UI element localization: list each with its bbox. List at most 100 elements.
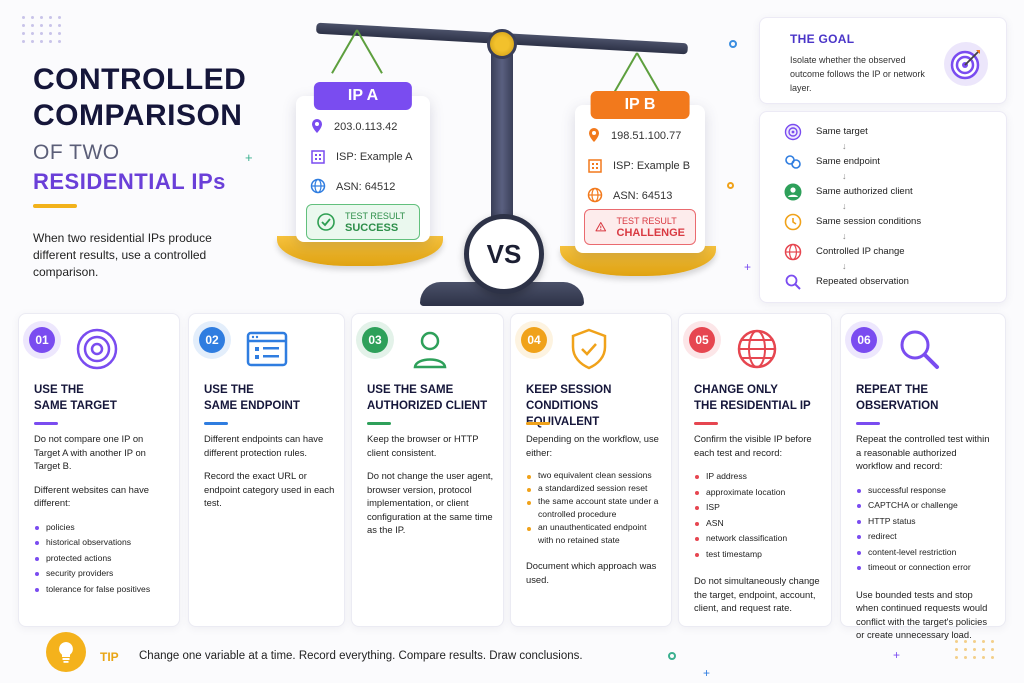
globe-icon xyxy=(784,243,802,261)
scale-string-right xyxy=(636,52,662,96)
step-paragraph: Document which approach was used. xyxy=(526,560,657,585)
checklist-item: Same endpoint xyxy=(784,153,1006,170)
decorative-dots xyxy=(22,16,62,43)
step-underline xyxy=(694,422,718,425)
building-icon xyxy=(310,148,326,167)
step-bullet: two equivalent clean sessions xyxy=(526,469,661,482)
ip-a-result-value: SUCCESS xyxy=(345,222,399,234)
step-title-line-2: CONDITIONS EQUIVALENT xyxy=(526,400,600,428)
search-icon xyxy=(784,273,802,291)
title-underline xyxy=(33,204,77,208)
step-title-line-1: USE THE xyxy=(204,384,254,396)
goal-text: Isolate whether the observed outcome fol… xyxy=(790,55,925,93)
checklist-arrow: ↓ xyxy=(842,201,847,211)
circle-decoration xyxy=(729,40,737,48)
warning-icon xyxy=(595,221,607,232)
checklist-item: Same session conditions xyxy=(784,213,1006,230)
ip-a-asn: ASN: 64512 xyxy=(336,181,396,193)
step-paragraph: Do not simultaneously change the target,… xyxy=(694,575,820,613)
ip-a-address-row: 203.0.113.42 xyxy=(310,112,412,142)
checklist-arrow: ↓ xyxy=(842,171,847,181)
ip-a-isp: ISP: Example A xyxy=(336,151,413,163)
vs-label: VS xyxy=(486,238,522,269)
ip-b-result: TEST RESULT CHALLENGE xyxy=(584,209,696,245)
step-bullet-list: two equivalent clean sessions a standardi… xyxy=(526,469,661,547)
checklist: Same target ↓ Same endpoint ↓ Same authorize… xyxy=(784,123,1006,290)
checklist-item-label: Controlled IP change xyxy=(816,246,905,257)
plus-decoration: + xyxy=(245,150,253,165)
step-bullet: tolerance for false positives xyxy=(34,582,169,598)
page-title-line-3: OF TWO xyxy=(33,141,120,164)
goal-panel: THE GOAL Isolate whether the observed ou… xyxy=(759,17,1007,104)
step-card-04: 04 KEEP SESSION CONDITIONS EQUIVALENT Depen… xyxy=(510,313,672,627)
step-bullet: timeout or connection error xyxy=(856,560,991,576)
step-title-line-1: CHANGE ONLY xyxy=(694,384,778,396)
ip-a-label: IP A xyxy=(313,82,413,110)
step-bullet: redirect xyxy=(856,529,991,545)
page-title-line-1: CONTROLLED xyxy=(33,63,247,96)
tip-label: TIP xyxy=(100,650,119,664)
step-paragraph: Record the exact URL or endpoint categor… xyxy=(204,470,335,508)
step-paragraph: Do not compare one IP on Target A with a… xyxy=(34,433,146,471)
page-title-line-2: COMPARISON xyxy=(33,99,243,132)
checklist-arrow: ↓ xyxy=(842,261,847,271)
step-card-03: 03 USE THE SAME AUTHORIZED CLIENT Keep the … xyxy=(351,313,504,627)
step-title: USE THE SAME AUTHORIZED CLIENT xyxy=(367,382,507,414)
search-icon xyxy=(896,326,942,372)
step-paragraph: Keep the browser or HTTP client consiste… xyxy=(367,433,479,458)
checklist-arrow: ↓ xyxy=(842,231,847,241)
location-pin-icon xyxy=(310,118,324,137)
link-icon xyxy=(784,153,802,171)
step-underline xyxy=(34,422,58,425)
globe-icon xyxy=(587,187,603,206)
step-body: Different endpoints can have different p… xyxy=(204,432,339,520)
page-title-line-4: RESIDENTIAL IPs xyxy=(33,169,226,194)
ip-a-card: IP A 203.0.113.42 ISP: Example A ASN: 64… xyxy=(296,82,430,242)
checklist-arrow: ↓ xyxy=(842,141,847,151)
scale-pivot xyxy=(487,29,517,59)
step-title-line-2: AUTHORIZED CLIENT xyxy=(367,400,488,412)
step-body: Keep the browser or HTTP client consiste… xyxy=(367,432,502,547)
step-title-line-2: SAME TARGET xyxy=(34,400,117,412)
browser-window-icon xyxy=(244,326,290,372)
ip-a-result: TEST RESULT SUCCESS xyxy=(306,204,420,240)
step-number: 02 xyxy=(199,327,225,353)
step-bullet: the same account state under a controlle… xyxy=(526,495,661,521)
ip-b-asn: ASN: 64513 xyxy=(613,190,673,202)
step-title-line-2: OBSERVATION xyxy=(856,400,939,412)
step-number: 06 xyxy=(851,327,877,353)
target-icon xyxy=(784,123,802,141)
step-paragraph: Confirm the visible IP before each test … xyxy=(694,433,812,458)
step-bullet: security providers xyxy=(34,566,169,582)
clock-icon xyxy=(784,213,802,231)
step-card-01: 01 USE THE SAME TARGET Do not compare one I… xyxy=(18,313,180,627)
step-bullet: network classification xyxy=(694,531,829,547)
ip-a-isp-row: ISP: Example A xyxy=(310,142,412,172)
target-arrow-icon xyxy=(944,42,988,86)
step-title: USE THE SAME ENDPOINT xyxy=(204,382,344,414)
tip-text: Change one variable at a time. Record ev… xyxy=(139,650,583,662)
step-card-05: 05 CHANGE ONLY THE RESIDENTIAL IP Confirm t… xyxy=(678,313,832,627)
step-body: Do not compare one IP on Target A with a… xyxy=(34,432,169,597)
globe-icon xyxy=(310,178,326,197)
checklist-item-label: Same session conditions xyxy=(816,216,922,227)
step-card-02: 02 USE THE SAME ENDPOINT Different endpoint… xyxy=(188,313,345,627)
step-paragraph: Repeat the controlled test within a reas… xyxy=(856,433,990,471)
checklist-item-label: Same authorized client xyxy=(816,186,913,197)
step-title: CHANGE ONLY THE RESIDENTIAL IP xyxy=(694,382,834,414)
user-icon xyxy=(784,183,802,201)
step-bullet-list: successful response CAPTCHA or challenge H… xyxy=(856,483,991,576)
step-body: Depending on the workflow, use either: tw… xyxy=(526,432,661,596)
scale-string-right xyxy=(612,52,638,96)
step-title-line-1: USE THE SAME xyxy=(367,384,454,396)
step-number: 05 xyxy=(689,327,715,353)
step-title: USE THE SAME TARGET xyxy=(34,382,174,414)
ip-b-isp-row: ISP: Example B xyxy=(587,151,690,181)
step-bullet: IP address xyxy=(694,469,829,485)
checklist-item: Controlled IP change xyxy=(784,243,1006,260)
step-body: Confirm the visible IP before each test … xyxy=(694,432,829,625)
building-icon xyxy=(587,157,603,176)
step-bullet: historical observations xyxy=(34,535,169,551)
step-title: KEEP SESSION CONDITIONS EQUIVALENT xyxy=(526,382,666,430)
step-title-line-1: REPEAT THE xyxy=(856,384,928,396)
